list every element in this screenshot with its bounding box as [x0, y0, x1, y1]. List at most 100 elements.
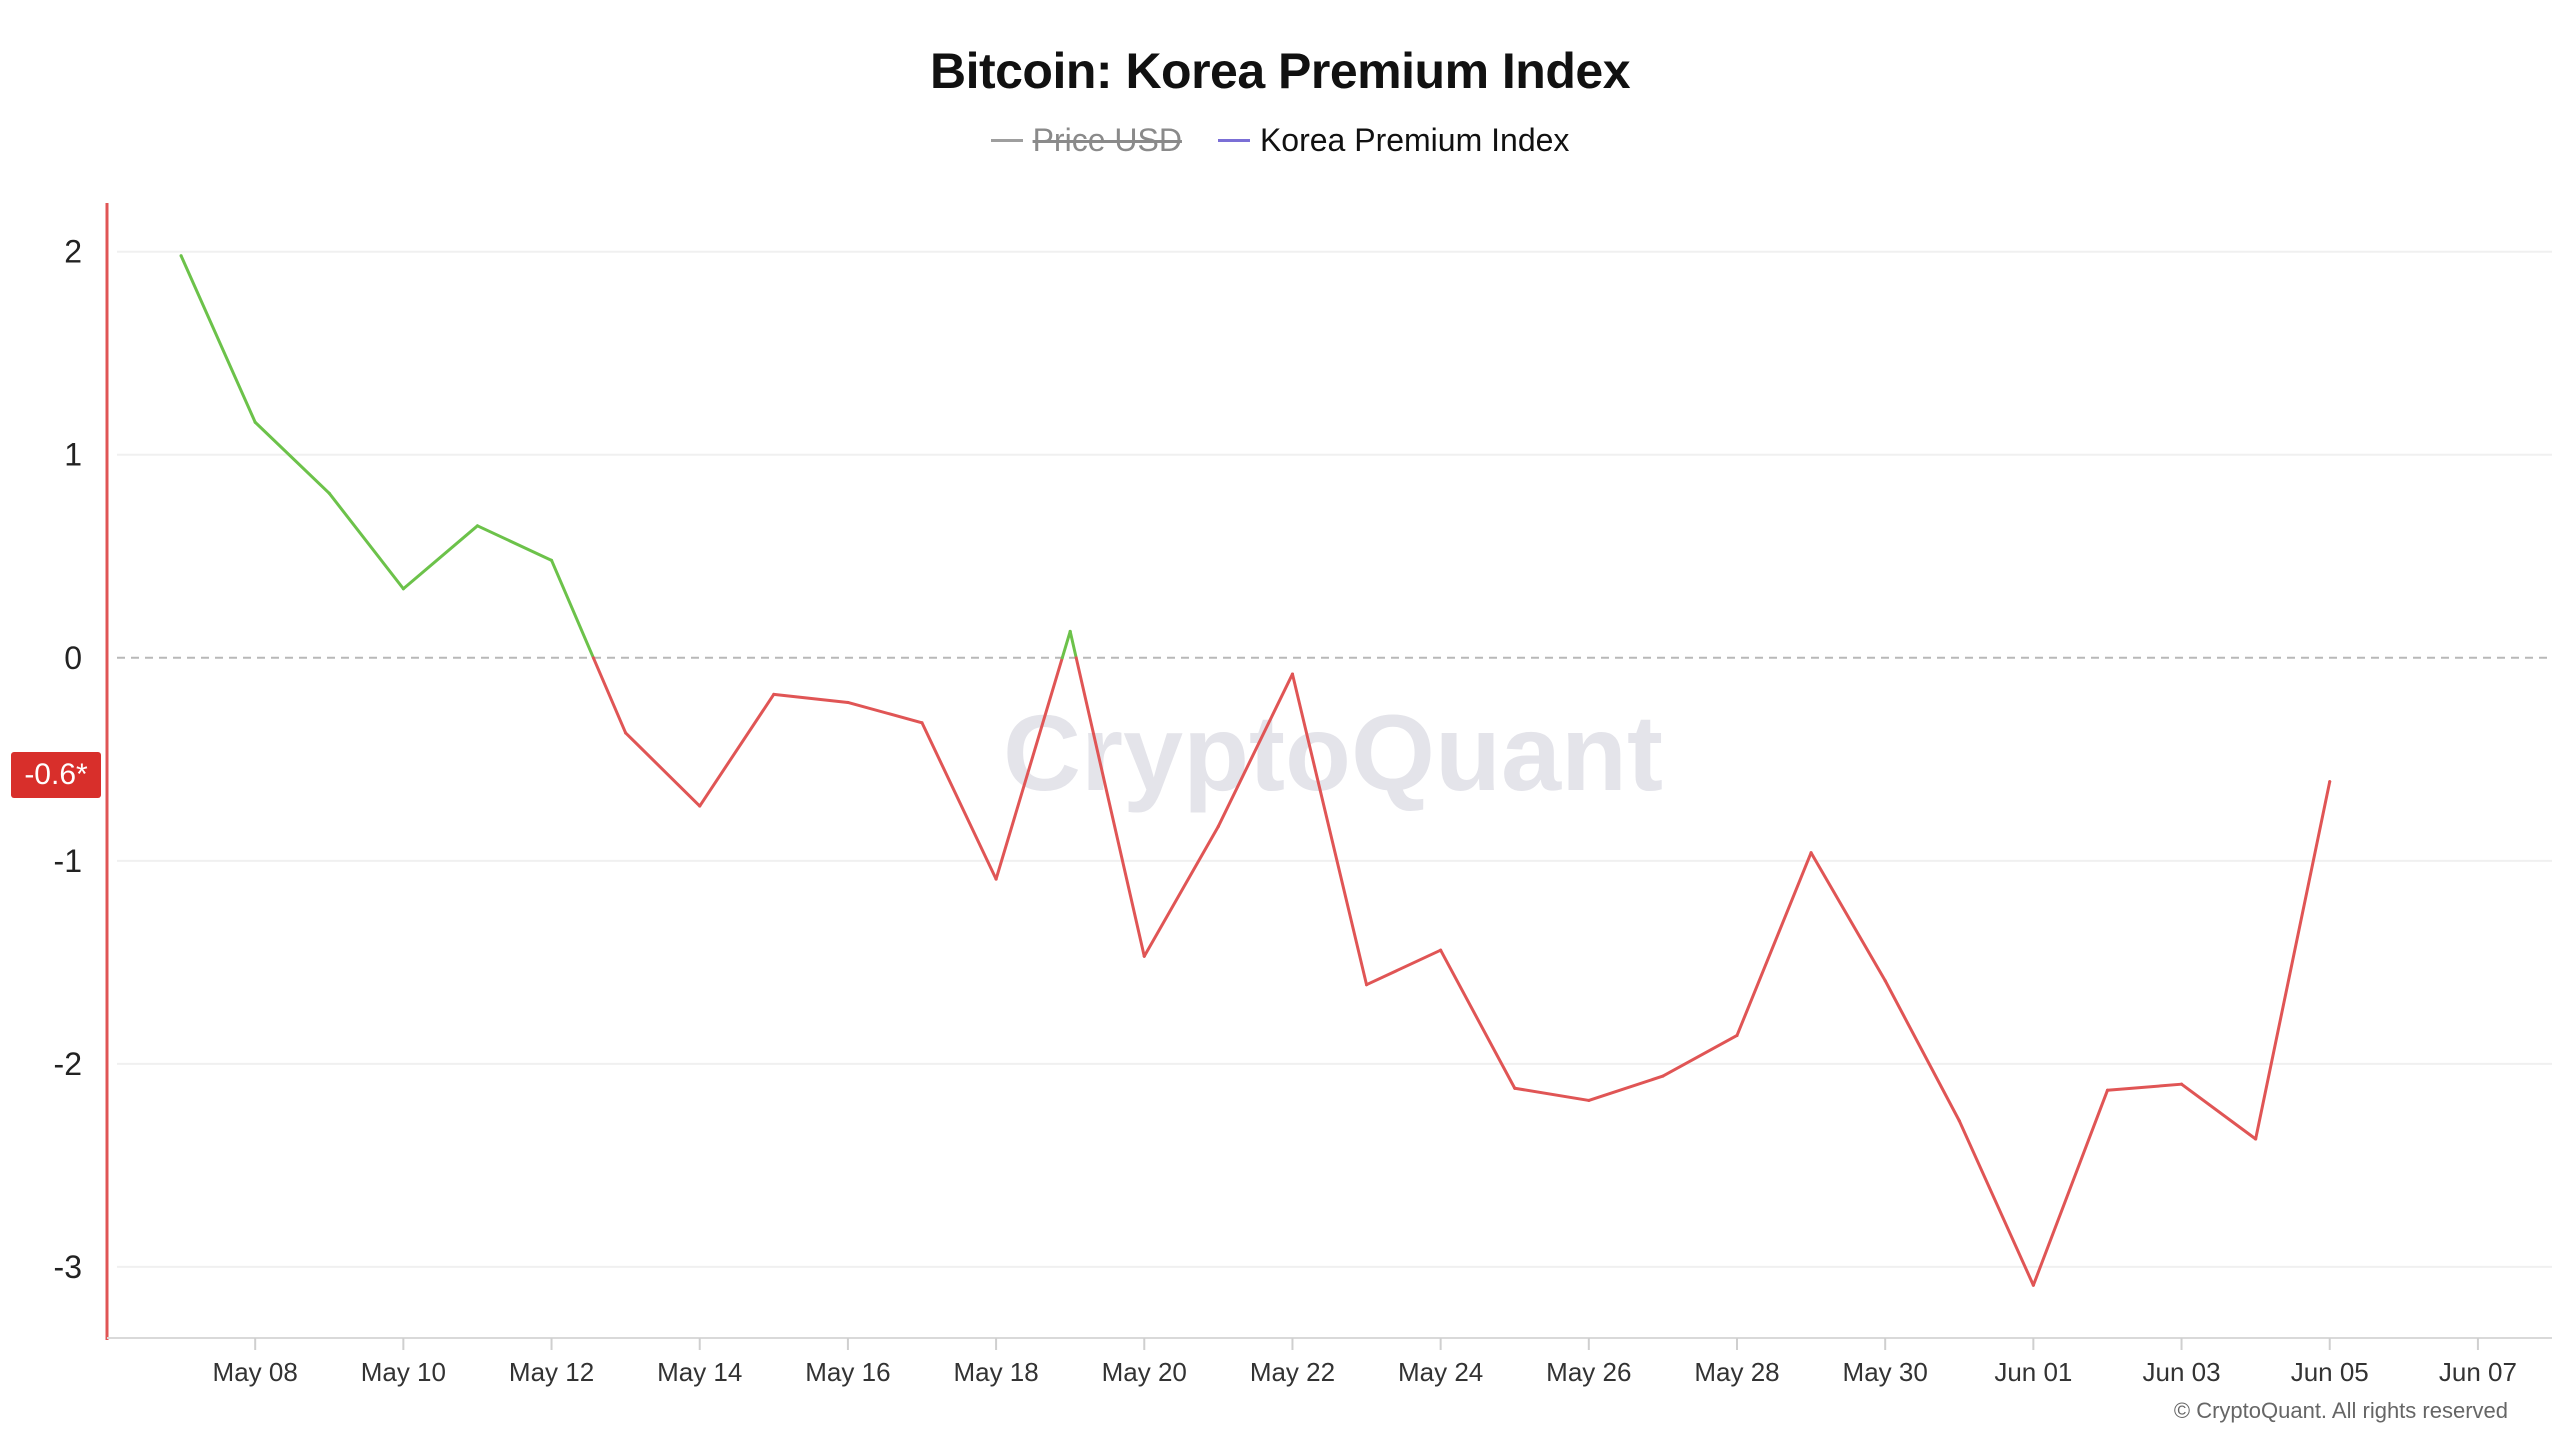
data-point: [179, 254, 183, 258]
data-point: [1809, 851, 1813, 855]
data-point: [624, 731, 628, 735]
legend-swatch-korea-premium-index: [1217, 139, 1250, 142]
x-tick-label: Jun 05: [2291, 1357, 2369, 1387]
legend: Price USD Korea Premium Index: [0, 122, 2560, 159]
x-tick-label: May 24: [1398, 1357, 1483, 1387]
data-point: [401, 587, 405, 591]
legend-label-korea-premium-index: Korea Premium Index: [1259, 122, 1570, 158]
series-line-segment: [698, 692, 776, 808]
data-point: [994, 877, 998, 881]
watermark-text: CryptoQuant: [1003, 692, 1663, 813]
x-tick-label: Jun 01: [1994, 1357, 2072, 1387]
data-point: [698, 804, 702, 808]
y-tick-label: 0: [64, 640, 82, 676]
data-point: [475, 524, 479, 528]
y-tick-label: -2: [54, 1046, 82, 1082]
series-line-segment: [401, 524, 479, 591]
x-tick-label: May 14: [657, 1357, 742, 1387]
data-point: [1142, 954, 1146, 958]
data-point: [1735, 1033, 1739, 1037]
y-axis-tick-labels: 2 1 0 -1 -2 -3: [54, 234, 82, 1285]
series-line-segment: [846, 700, 924, 725]
series-line-segment: [253, 420, 331, 495]
series-line-segment: [550, 558, 595, 660]
data-point: [1439, 948, 1443, 952]
series-line-segment: [1365, 948, 1443, 987]
series-line-segment: [994, 656, 1064, 881]
series-line-segment: [624, 731, 702, 808]
series-line-segment: [475, 524, 554, 562]
series-line-segment: [327, 491, 405, 591]
series-line-segment: [1735, 851, 1813, 1037]
series-line-segment: [1587, 1074, 1665, 1102]
series-line-segment: [772, 692, 850, 704]
series-line-segment: [1809, 851, 1887, 983]
legend-item-price-usd[interactable]: Price USD: [990, 122, 1182, 159]
series-line-segment: [1074, 656, 1146, 958]
x-tick-label: May 12: [509, 1357, 594, 1387]
y-tick-label: -3: [54, 1249, 82, 1285]
data-point: [1883, 979, 1887, 983]
series-line-segment: [1513, 1086, 1591, 1102]
series-line-segment: [1068, 629, 1078, 660]
series-line-segment: [1957, 1119, 2035, 1287]
series-line-segment: [2105, 1082, 2184, 1092]
x-tick-label: May 20: [1102, 1357, 1187, 1387]
series-line-segment: [1216, 672, 1294, 828]
data-point: [2180, 1082, 2184, 1086]
x-tick-label: Jun 07: [2439, 1357, 2517, 1387]
legend-swatch-price-usd: [990, 139, 1023, 142]
series-line-segment: [1290, 672, 1369, 987]
series-line-segment: [2031, 1088, 2109, 1287]
y-tick-label: 2: [64, 234, 82, 270]
x-tick-label: May 26: [1546, 1357, 1631, 1387]
y-tick-label: 1: [64, 437, 82, 473]
axes: [105, 203, 2552, 1350]
data-point: [772, 692, 776, 696]
data-point: [1068, 629, 1072, 633]
series-korea-premium-index[interactable]: [179, 254, 2332, 1287]
legend-label-price-usd: Price USD: [1032, 122, 1182, 158]
x-tick-label: May 22: [1250, 1357, 1335, 1387]
data-point: [1365, 983, 1369, 987]
series-line-segment: [2180, 1082, 2258, 1141]
data-point: [327, 491, 331, 495]
data-point: [2031, 1283, 2035, 1287]
data-point: [1290, 672, 1294, 676]
x-tick-label: May 10: [361, 1357, 446, 1387]
legend-item-korea-premium-index[interactable]: Korea Premium Index: [1217, 122, 1570, 159]
series-line-segment: [591, 656, 628, 735]
series-line-segment: [179, 254, 257, 424]
series-line-segment: [1661, 1033, 1739, 1078]
x-tick-label: May 28: [1694, 1357, 1779, 1387]
data-point: [1587, 1098, 1591, 1102]
data-point: [1957, 1119, 1961, 1123]
series-line-segment: [1060, 629, 1072, 660]
series-line-segment: [1439, 948, 1517, 1090]
data-point: [920, 721, 924, 725]
x-tick-label: May 16: [805, 1357, 890, 1387]
series-line-segment: [2254, 780, 2332, 1141]
data-point: [253, 420, 257, 424]
copyright-text: © CryptoQuant. All rights reserved: [2173, 1398, 2508, 1423]
y-tick-label: -1: [54, 843, 82, 879]
data-point: [2328, 780, 2332, 784]
data-point: [1661, 1074, 1665, 1078]
x-tick-label: May 18: [953, 1357, 1038, 1387]
x-tick-label: May 08: [213, 1357, 298, 1387]
data-point: [550, 558, 554, 562]
data-point: [2254, 1137, 2258, 1141]
data-point: [1513, 1086, 1517, 1090]
data-point: [2105, 1088, 2109, 1092]
x-axis-tick-labels: May 08 May 10 May 12 May 14 May 16 May 18 May …: [213, 1357, 2517, 1387]
series-line-segment: [1883, 979, 1961, 1123]
x-tick-label: Jun 03: [2143, 1357, 2221, 1387]
grid-lines: [117, 250, 2552, 1268]
data-point: [846, 700, 850, 704]
data-point: [1216, 824, 1220, 828]
chart-title: Bitcoin: Korea Premium Index: [929, 43, 1631, 99]
current-value-badge: -0.6*: [11, 752, 101, 798]
series-line-segment: [920, 721, 998, 881]
x-tick-label: May 30: [1843, 1357, 1928, 1387]
